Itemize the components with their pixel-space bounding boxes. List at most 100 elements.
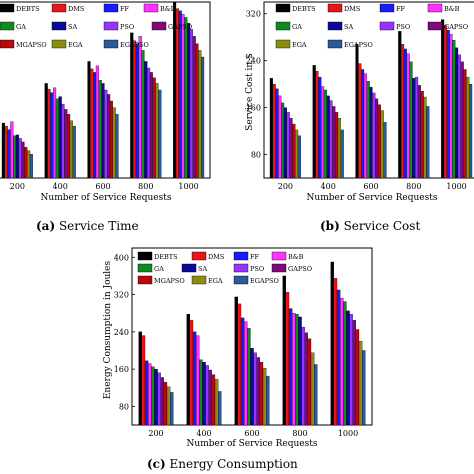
bar-sa-1000 <box>455 47 459 179</box>
bar-mgapso-600 <box>109 100 113 179</box>
x-tick-label: 400 <box>321 182 336 191</box>
bar-dms-600 <box>90 68 94 179</box>
legend-label-mgapso: MGAPSO <box>16 41 47 49</box>
legend-swatch-pso <box>233 263 249 273</box>
bar-debts-800 <box>130 32 134 179</box>
bar-gapso-400 <box>332 106 336 179</box>
bar-gapso-400 <box>208 369 213 426</box>
legend-swatch-gapso <box>151 21 167 31</box>
bar-egapso-800 <box>158 89 162 179</box>
bar-mgapso-800 <box>420 91 424 179</box>
bar-gapso-600 <box>107 94 111 179</box>
bar-bb-400 <box>195 335 200 426</box>
bar-gapso-200 <box>289 118 293 179</box>
bar-pso-200 <box>286 112 290 179</box>
bar-debts-1000 <box>330 261 335 426</box>
legend-swatch-debts <box>275 3 291 13</box>
bar-mgapso-400 <box>211 374 216 426</box>
bar-ega-200 <box>295 129 299 179</box>
bar-mgapso-1000 <box>463 69 467 179</box>
bar-sa-400 <box>326 95 330 179</box>
bar-gapso-800 <box>304 332 308 426</box>
bar-mgapso-800 <box>152 77 156 179</box>
legend-label-ff: FF <box>396 5 406 13</box>
bar-mgapso-200 <box>24 147 28 179</box>
bar-pso-200 <box>157 372 161 426</box>
bar-ff-200 <box>275 88 279 179</box>
bar-bb-1000 <box>181 14 185 179</box>
bar-bb-200 <box>10 121 14 179</box>
bar-ega-800 <box>423 96 427 179</box>
legend-label-sa: SA <box>344 23 353 31</box>
bar-ga-800 <box>295 313 299 426</box>
legend-swatch-debts <box>0 3 15 13</box>
bar-sa-400 <box>202 361 206 426</box>
caption-letter: (b) <box>320 219 340 233</box>
bar-debts-200 <box>1 122 5 179</box>
bar-ga-800 <box>141 50 145 179</box>
bar-sa-800 <box>412 78 416 179</box>
legend-label-bb: B&B <box>444 5 460 13</box>
caption-letter: (c) <box>147 457 166 471</box>
bar-ega-600 <box>112 107 116 179</box>
bar-bb-200 <box>278 95 282 179</box>
bar-ff-400 <box>50 92 54 179</box>
bar-bb-600 <box>243 321 248 426</box>
bar-bb-400 <box>321 86 325 179</box>
bar-ega-800 <box>155 83 159 179</box>
bar-ff-600 <box>93 72 97 179</box>
bar-gapso-800 <box>417 85 421 179</box>
bar-ga-1000 <box>452 39 456 179</box>
bar-ff-1000 <box>446 30 450 179</box>
legend-swatch-ega <box>191 275 207 285</box>
bar-gapso-400 <box>64 109 68 179</box>
bar-bb-800 <box>406 53 410 179</box>
bar-ega-1000 <box>198 50 202 179</box>
x-tick-label: 1000 <box>446 182 466 191</box>
bar-gapso-1000 <box>192 36 196 179</box>
x-tick-label: 400 <box>196 429 211 438</box>
legend-label-ff: FF <box>120 5 130 13</box>
bar-gapso-200 <box>21 141 25 179</box>
bar-ga-400 <box>55 98 59 179</box>
legend-label-gapso: GAPSO <box>288 265 312 273</box>
chart-panel-2: 200 400 600 800 1000 80 160 240 320 Number of Ser… <box>245 1 474 233</box>
x-axis-label: Number of Service Requests <box>307 193 438 203</box>
bar-ff-400 <box>318 76 322 179</box>
bar-mgapso-600 <box>377 104 381 179</box>
x-axis-label: Number of Service Requests <box>187 439 318 449</box>
bar-dms-400 <box>47 88 51 179</box>
legend-swatch-ega <box>275 39 291 49</box>
bar-ga-800 <box>409 61 413 179</box>
bar-sa-200 <box>15 134 19 179</box>
legend-label-pso: PSO <box>120 23 134 31</box>
bar-ega-200 <box>27 150 31 179</box>
legend-swatch-gapso <box>271 263 287 273</box>
bar-ega-600 <box>262 368 267 426</box>
y-tick-label: 160 <box>246 104 261 113</box>
bar-dms-1000 <box>175 8 179 179</box>
bar-pso-600 <box>104 89 108 179</box>
y-tick-label: 80 <box>251 151 261 160</box>
bar-ga-600 <box>366 81 370 179</box>
bar-ga-200 <box>151 366 155 426</box>
bar-mgapso-600 <box>259 361 264 426</box>
legend-label-dms: DMS <box>68 5 84 13</box>
caption-title: Service Cost <box>340 219 421 233</box>
bar-egapso-1000 <box>469 83 473 179</box>
bar-bb-600 <box>95 65 99 179</box>
bar-sa-1000 <box>187 22 191 179</box>
bar-ega-200 <box>166 386 171 426</box>
bar-ga-200 <box>281 102 285 179</box>
legend-swatch-ga <box>137 263 153 273</box>
bar-egapso-200 <box>297 135 301 179</box>
legend-label-gapso: GAPSO <box>444 23 468 31</box>
bar-mgapso-1000 <box>355 329 360 426</box>
x-tick-label: 200 <box>148 429 163 438</box>
bar-dms-600 <box>358 63 362 179</box>
bar-egapso-1000 <box>201 56 205 179</box>
legend-label-ga: GA <box>154 265 164 273</box>
bar-mgapso-200 <box>292 123 296 179</box>
legend-label-egapso: EGAPSO <box>120 41 149 49</box>
bar-ega-400 <box>69 120 73 179</box>
